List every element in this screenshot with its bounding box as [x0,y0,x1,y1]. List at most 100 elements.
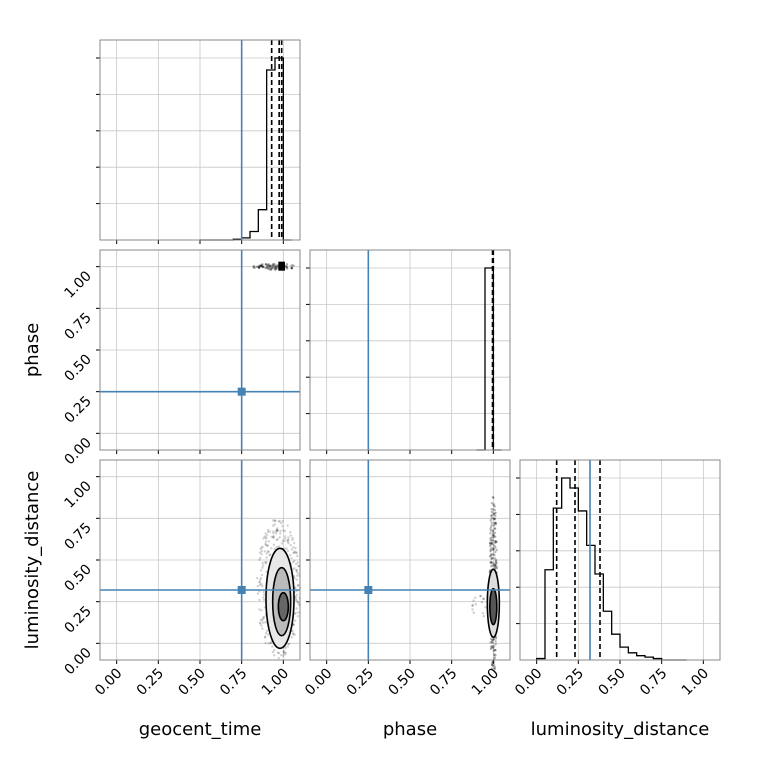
scatter-point [295,569,299,572]
scatter-point [493,521,496,525]
scatter-point [492,564,496,567]
scatter-point [296,583,300,587]
truth-marker [237,387,246,396]
scatter-point [491,548,494,551]
scatter-point [272,532,275,535]
y-tick-label: 0.50 [61,352,94,385]
scatter-point [264,532,267,535]
scatter-point [493,563,497,567]
scatter-point [494,522,498,525]
scatter-point [474,603,478,606]
scatter-point [264,540,268,543]
scatter-point [292,546,295,549]
scatter-point [284,537,287,540]
scatter-point [294,568,298,572]
scatter-point [262,596,265,599]
scatter-point [262,590,265,594]
scatter-point [292,551,295,555]
scatter-point [261,264,264,267]
x-tick-label: 0.00 [302,666,335,699]
scatter-point [262,593,266,596]
scatter-point [272,654,276,657]
scatter-point [265,534,269,537]
scatter-point [286,539,290,542]
panel-frame [99,459,301,661]
scatter-point [493,663,496,667]
scatter-point [494,563,497,567]
scatter-point [261,566,264,569]
density-streak [266,264,282,269]
scatter-point [493,544,496,548]
scatter-point [491,532,495,535]
scatter-point [272,536,275,539]
scatter-point [493,666,497,669]
scatter-point [492,504,495,507]
scatter-point [295,554,299,558]
scatter-point [493,540,497,543]
scatter-point [293,550,296,553]
scatter-point [491,645,494,648]
scatter-point [293,551,296,554]
scatter-point [493,553,496,557]
scatter-point [489,547,493,550]
scatter-point [288,642,291,646]
scatter-point [490,536,493,539]
scatter-point [271,535,275,538]
scatter-point [492,496,495,500]
scatter-point [268,553,271,557]
scatter-point [492,547,495,551]
scatter-point [474,596,477,600]
scatter-point [489,532,492,535]
scatter-point [287,538,290,542]
y-tick-label: 0.75 [61,310,94,343]
scatter-point [297,572,300,575]
scatter-point [258,621,262,624]
scatter-point [283,539,286,543]
scatter-point [295,599,298,602]
scatter-point [288,553,292,557]
scatter-point [271,645,274,648]
panel-phase-vs-phase [306,249,511,454]
scatter-point [493,527,496,530]
scatter-point [490,561,493,564]
scatter-point [294,562,298,566]
scatter-point [265,544,269,548]
scatter-point [292,541,296,545]
scatter-point [495,548,499,552]
scatter-point [286,540,289,543]
scatter-point [492,552,495,556]
scatter-point [259,569,263,572]
panel-frame [99,249,301,451]
scatter-point [272,543,276,547]
scatter-point [268,530,272,533]
scatter-point [491,646,495,649]
scatter-point [260,546,263,549]
scatter-point [290,635,294,639]
y-axis-label-luminosity_distance: luminosity_distance [22,471,43,650]
scatter-point [261,561,264,565]
density-peak [278,261,285,271]
scatter-point [265,552,268,555]
scatter-point [493,517,497,520]
scatter-point [279,532,282,535]
scatter-point [490,565,493,568]
scatter-point [269,268,273,271]
scatter-point [290,266,293,270]
scatter-point [297,611,300,614]
scatter-point [258,551,262,554]
y-tick-label: 1.00 [61,478,94,511]
scatter-point [282,654,285,657]
scatter-point [295,607,298,610]
scatter-point [277,656,280,660]
scatter-point [259,547,263,551]
scatter-point [494,648,497,652]
scatter-point [261,564,265,567]
scatter-point [492,524,496,527]
scatter-point [490,640,494,643]
scatter-point [276,529,279,533]
x-tick-label: 0.75 [427,666,460,699]
histogram-geocent_time [200,57,292,241]
scatter-point [494,637,498,640]
scatter-point [270,547,273,550]
scatter-point [276,527,279,530]
